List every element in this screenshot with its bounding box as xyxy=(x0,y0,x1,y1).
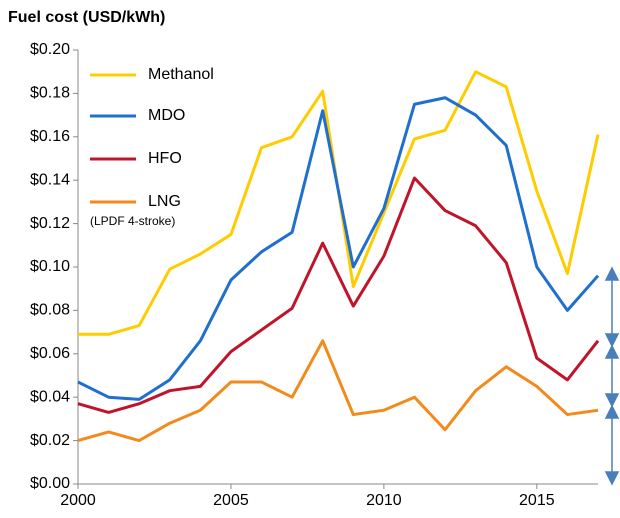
arrow-head xyxy=(604,404,620,419)
legend-label: MDO xyxy=(148,107,185,124)
y-tick-label: $0.18 xyxy=(30,85,70,102)
x-tick-label: 2015 xyxy=(519,492,555,509)
arrow-head xyxy=(604,393,620,408)
line xyxy=(77,176,600,414)
chart-title: Fuel cost (USD/kWh) xyxy=(8,9,165,26)
y-tick-label: $0.12 xyxy=(30,215,70,232)
line xyxy=(77,339,599,443)
annotation: (LPDF 4-stroke) xyxy=(90,214,175,228)
arrow-head xyxy=(604,344,620,359)
arrow-head xyxy=(604,333,620,348)
y-tick-label: $0.06 xyxy=(30,345,70,362)
legend-label: HFO xyxy=(148,150,182,167)
y-tick-label: $0.20 xyxy=(30,41,70,58)
y-tick-label: $0.00 xyxy=(30,475,70,492)
line xyxy=(77,96,600,401)
x-tick-label: 2010 xyxy=(366,492,402,509)
legend-label: LNG xyxy=(148,193,181,210)
y-tick-label: $0.04 xyxy=(30,388,70,405)
range-arrows xyxy=(604,266,620,486)
legend-label: Methanol xyxy=(148,66,214,83)
y-tick-label: $0.14 xyxy=(30,171,70,188)
y-tick-label: $0.16 xyxy=(30,128,70,145)
x-tick-label: 2005 xyxy=(213,492,249,509)
y-tick-label: $0.08 xyxy=(30,302,70,319)
arrow-head xyxy=(604,266,620,281)
y-tick-label: $0.02 xyxy=(30,432,70,449)
arrow-head xyxy=(604,471,620,486)
y-tick-label: $0.10 xyxy=(30,258,70,275)
x-tick-label: 2000 xyxy=(60,492,96,509)
